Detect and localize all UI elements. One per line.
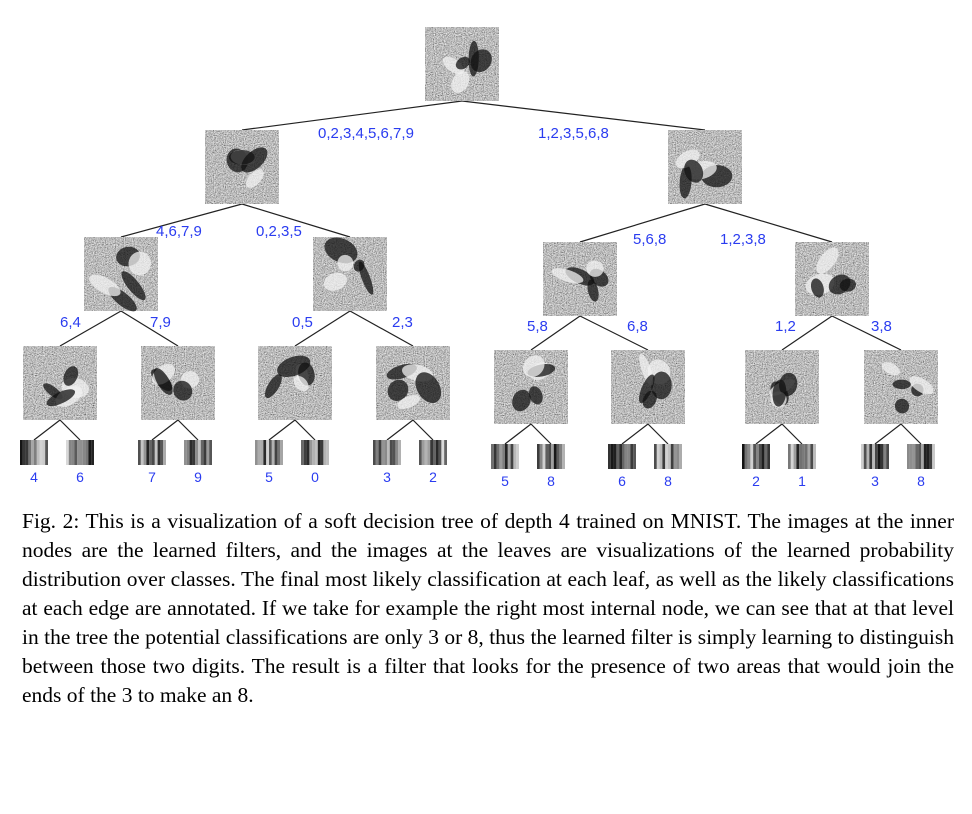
edge-label-ll-left: 6,4 — [60, 314, 81, 331]
leaf-class-label: 7 — [148, 469, 156, 485]
tree-edge — [241, 100, 463, 131]
filter-image — [84, 237, 158, 312]
leaf-edge — [294, 419, 316, 441]
leaf-edge — [177, 419, 199, 441]
leaf-edge — [59, 419, 81, 441]
leaf-edge — [412, 419, 434, 441]
edge-label-rl-left: 5,8 — [527, 318, 548, 335]
class-distribution-histogram — [861, 444, 889, 469]
decision-tree-diagram: 4 6 7 9 5 0 3 2 5 8 6 8 2 1 3 8 0,2,3,4,5,6,7,9 1,2,3,5… — [20, 27, 938, 489]
tree-edge — [579, 203, 706, 243]
figure-caption: Fig. 2: This is a visualization of a sof… — [22, 509, 954, 707]
leaf-edge — [874, 423, 902, 445]
tree-edge — [294, 310, 351, 347]
edge-label-l-left: 4,6,7,9 — [156, 223, 202, 240]
edge-label-r-left: 5,6,8 — [633, 231, 666, 248]
class-distribution-histogram — [788, 444, 816, 469]
filter-image — [668, 130, 742, 204]
filter-image — [494, 350, 568, 424]
filter-image — [795, 242, 869, 316]
leaf-class-label: 0 — [311, 469, 319, 485]
filter-image — [864, 350, 938, 424]
filter-image — [611, 350, 685, 424]
edge-label-lr-right: 2,3 — [392, 314, 413, 331]
leaf-class-label: 2 — [752, 473, 760, 489]
tree-edge — [59, 310, 122, 347]
class-distribution-histogram — [907, 444, 935, 469]
class-distribution-histogram — [184, 440, 212, 465]
class-distribution-histogram — [138, 440, 166, 465]
class-distribution-histogram — [20, 440, 48, 465]
filter-image — [141, 346, 215, 420]
leaf-edge — [268, 419, 296, 441]
leaf-edge — [900, 423, 922, 445]
class-distribution-histogram — [537, 444, 565, 469]
class-distribution-histogram — [373, 440, 401, 465]
tree-edges — [59, 100, 902, 351]
edge-label-ll-right: 7,9 — [150, 314, 171, 331]
leaf-class-label: 8 — [664, 473, 672, 489]
leaf-class-label: 5 — [501, 473, 509, 489]
filter-image — [376, 346, 450, 420]
tree-edge — [781, 315, 833, 351]
filter-image — [313, 237, 387, 311]
leaf-class-label: 5 — [265, 469, 273, 485]
tree-edge — [120, 203, 243, 238]
class-distribution-histogram — [742, 444, 770, 469]
leaf-class-label: 6 — [76, 469, 84, 485]
filter-image — [23, 346, 97, 420]
tree-edge — [704, 203, 833, 243]
leaf-class-label: 4 — [30, 469, 38, 485]
tree-leaves: 4 6 7 9 5 0 3 2 5 8 6 8 2 1 3 8 — [20, 419, 935, 489]
leaf-class-label: 2 — [429, 469, 437, 485]
leaf-class-label: 6 — [618, 473, 626, 489]
leaf-edge — [781, 423, 803, 445]
filter-image — [205, 130, 279, 204]
class-distribution-histogram — [301, 440, 329, 465]
leaf-edge — [386, 419, 414, 441]
tree-nodes — [23, 27, 938, 424]
class-distribution-histogram — [66, 440, 94, 465]
leaf-edge — [530, 423, 552, 445]
edge-label-lr-left: 0,5 — [292, 314, 313, 331]
leaf-class-label: 3 — [383, 469, 391, 485]
leaf-class-label: 8 — [547, 473, 555, 489]
leaf-edge — [33, 419, 61, 441]
tree-edge — [349, 310, 414, 347]
filter-image — [543, 242, 617, 316]
edge-label-root-right: 1,2,3,5,6,8 — [538, 125, 609, 142]
filter-image — [258, 346, 332, 420]
edge-label-l-right: 0,2,3,5 — [256, 223, 302, 240]
leaf-class-label: 9 — [194, 469, 202, 485]
tree-edge — [579, 315, 649, 351]
leaf-class-label: 1 — [798, 473, 806, 489]
edge-label-rr-left: 1,2 — [775, 318, 796, 335]
leaf-class-label: 3 — [871, 473, 879, 489]
leaf-class-label: 8 — [917, 473, 925, 489]
filter-image — [745, 350, 819, 424]
class-distribution-histogram — [491, 444, 519, 469]
tree-edge — [120, 310, 179, 347]
edge-label-rl-right: 6,8 — [627, 318, 648, 335]
edge-label-r-right: 1,2,3,8 — [720, 231, 766, 248]
filter-image — [425, 27, 499, 101]
edge-label-rr-right: 3,8 — [871, 318, 892, 335]
tree-edge — [530, 315, 581, 351]
edge-label-root-left: 0,2,3,4,5,6,7,9 — [318, 125, 414, 142]
leaf-edge — [504, 423, 532, 445]
class-distribution-histogram — [654, 444, 682, 469]
tree-edge — [241, 203, 351, 238]
leaf-edge — [647, 423, 669, 445]
class-distribution-histogram — [255, 440, 283, 465]
tree-edge — [461, 100, 706, 131]
leaf-edge — [621, 423, 649, 445]
leaf-edge — [755, 423, 783, 445]
class-distribution-histogram — [419, 440, 447, 465]
tree-edge — [831, 315, 902, 351]
class-distribution-histogram — [608, 444, 636, 469]
leaf-edge — [151, 419, 179, 441]
